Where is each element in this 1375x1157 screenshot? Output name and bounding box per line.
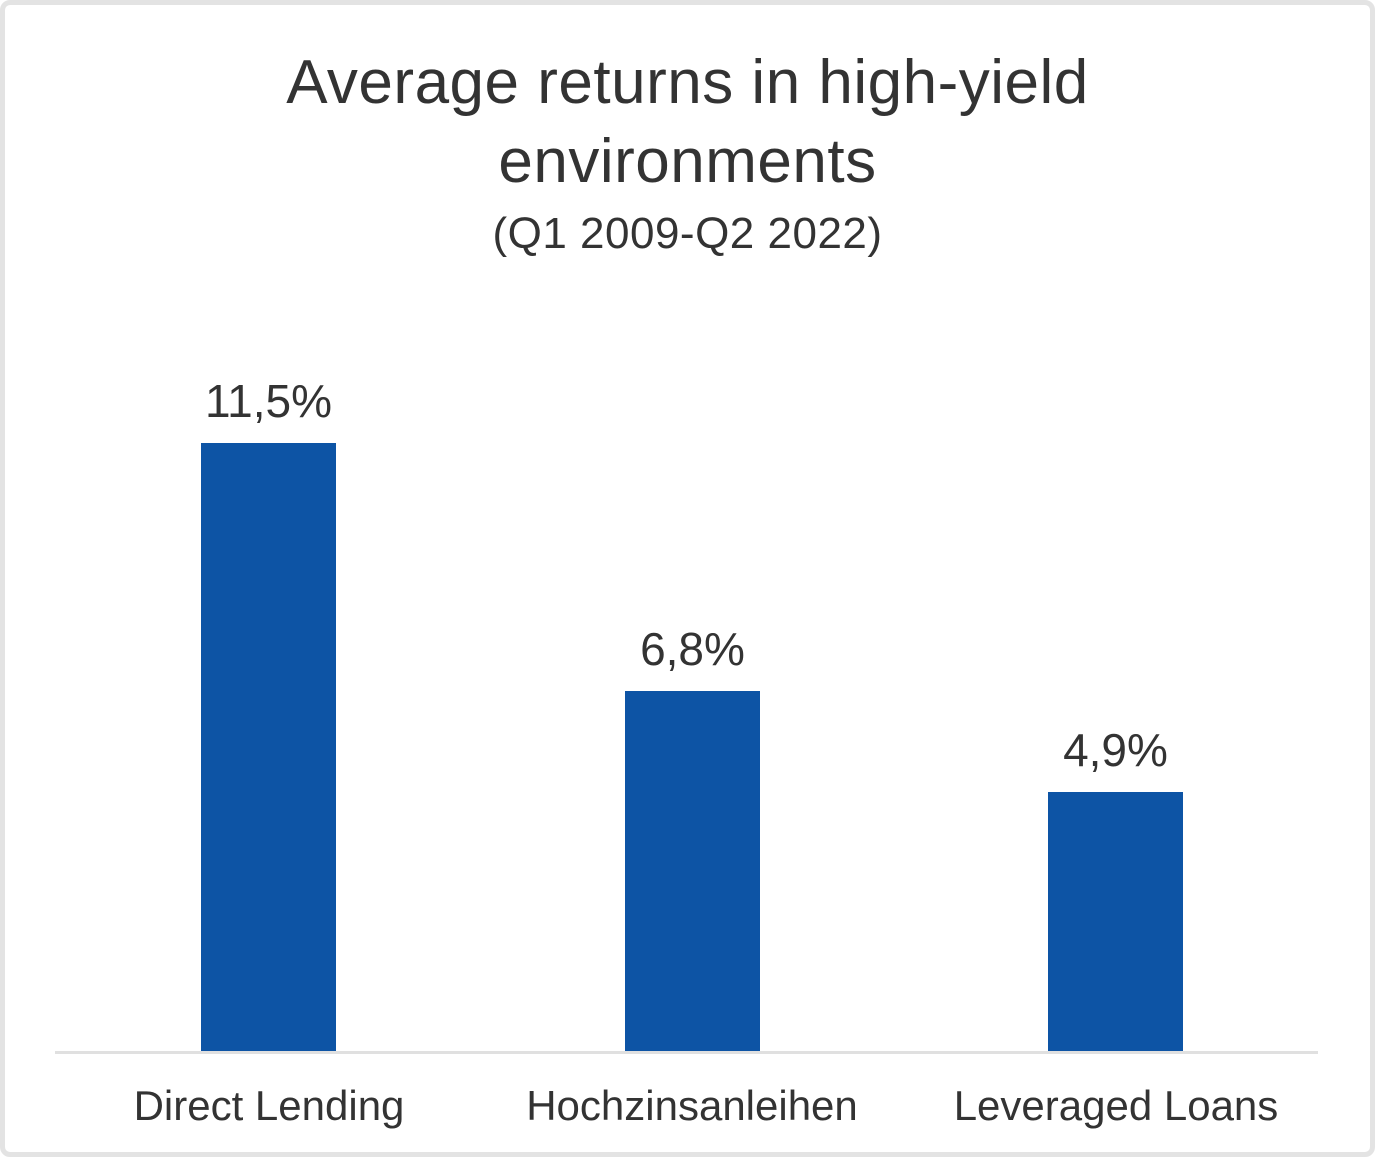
x-axis-baseline bbox=[55, 1051, 1318, 1054]
bar-direct-lending bbox=[201, 443, 336, 1051]
bar-group-leveraged-loans: 4,9% bbox=[1048, 725, 1183, 1051]
bar-leveraged-loans bbox=[1048, 792, 1183, 1051]
bar-value-label: 11,5% bbox=[204, 375, 333, 428]
chart-header: Average returns in high-yield environmen… bbox=[5, 43, 1370, 261]
bar-group-hochzinsanleihen: 6,8% bbox=[625, 624, 760, 1051]
bar-group-direct-lending: 11,5% bbox=[201, 376, 336, 1051]
category-label-direct-lending: Direct Lending bbox=[133, 1082, 405, 1129]
plot-area: 11,5% 6,8% 4,9% bbox=[5, 5, 1370, 1054]
category-label-hochzinsanleihen: Hochzinsanleihen bbox=[526, 1082, 858, 1129]
category-label-leveraged-loans: Leveraged Loans bbox=[953, 1082, 1279, 1129]
chart-title: Average returns in high-yield environmen… bbox=[286, 48, 1089, 197]
bar-value-label: 6,8% bbox=[640, 623, 745, 676]
chart-subtitle: (Q1 2009-Q2 2022) bbox=[492, 208, 883, 258]
bar-hochzinsanleihen bbox=[625, 691, 760, 1051]
bar-value-label: 4,9% bbox=[1063, 724, 1168, 777]
